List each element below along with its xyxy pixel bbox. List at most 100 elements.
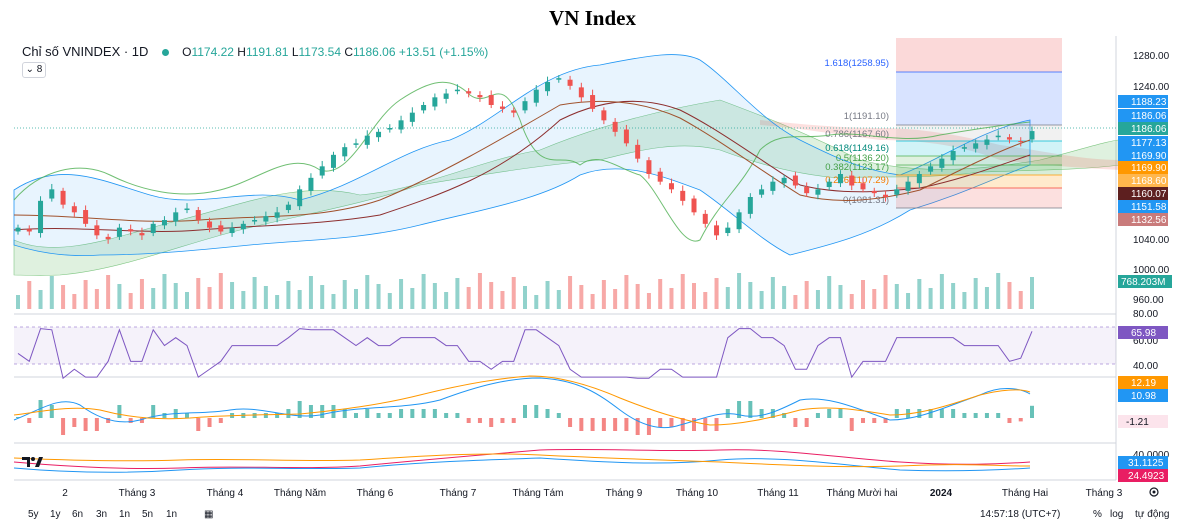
volume-bar	[455, 278, 460, 309]
candle	[263, 211, 269, 226]
price-tag-1168: 1168.60	[1118, 174, 1168, 187]
price-tag-1169-b: 1169.90	[1118, 161, 1168, 174]
volume-bar	[579, 285, 584, 309]
macd-hist-bar	[387, 413, 392, 418]
candle-body	[792, 175, 798, 186]
macd-hist-bar	[331, 405, 336, 418]
candle-body	[26, 229, 32, 232]
low-label: L	[291, 45, 299, 59]
auto-toggle[interactable]: tự động	[1135, 509, 1170, 520]
log-toggle[interactable]: log	[1110, 509, 1124, 520]
candle-body	[522, 101, 528, 111]
volume-bar	[590, 294, 595, 309]
open-value: 1174.22	[191, 45, 234, 59]
candle	[792, 171, 798, 189]
svg-text:10.98: 10.98	[1131, 391, 1156, 402]
rsi-tick-80: 80.00	[1133, 309, 1158, 320]
candle	[725, 222, 731, 237]
volume-bar	[973, 278, 978, 309]
candle	[432, 93, 438, 111]
candle-body	[950, 151, 956, 161]
range-1n-day[interactable]: 1n	[166, 509, 178, 520]
candle	[522, 97, 528, 114]
candle-body	[736, 212, 742, 230]
candle-body	[883, 194, 889, 197]
range-1y[interactable]: 1y	[50, 509, 61, 520]
percent-toggle[interactable]: %	[1093, 509, 1102, 520]
candle-body	[511, 110, 517, 113]
macd-hist-bar	[308, 405, 313, 418]
candle-body	[49, 189, 55, 199]
candle	[578, 82, 584, 102]
volume-bar	[714, 278, 719, 309]
volume-bar	[185, 292, 189, 309]
candle-body	[635, 144, 641, 159]
macd-hist-bar	[376, 413, 381, 418]
candle	[218, 220, 224, 235]
volume-bar	[928, 288, 933, 309]
volume-bar	[342, 280, 347, 309]
volume-bar	[1018, 291, 1023, 309]
settings-gear-icon[interactable]	[1149, 487, 1159, 497]
macd-hist-bar	[748, 401, 753, 418]
candle	[421, 101, 427, 114]
macd-hist-bar	[61, 418, 66, 435]
range-1n[interactable]: 1n	[119, 509, 131, 520]
candle	[837, 170, 843, 188]
volume-bar	[275, 295, 280, 309]
range-3n[interactable]: 3n	[96, 509, 108, 520]
candle-body	[128, 229, 134, 232]
range-6n[interactable]: 6n	[72, 509, 84, 520]
y-tick-1280: 1280.00	[1133, 51, 1170, 62]
volume-bar	[680, 274, 685, 309]
volume-bar	[196, 278, 201, 309]
candle	[781, 174, 787, 188]
candle-body	[263, 216, 269, 222]
macd-hist-bar	[624, 418, 629, 431]
indicator-toggle-button[interactable]: ⌄ 8	[22, 62, 46, 78]
x-tick-2: Tháng 4	[207, 488, 244, 499]
macd-hist-bar	[951, 409, 956, 418]
dmi-tick-40: 40.0000	[1133, 450, 1170, 461]
range-5y[interactable]: 5y	[28, 509, 39, 520]
svg-text:1132.56: 1132.56	[1131, 215, 1167, 226]
volume-bar	[376, 284, 381, 309]
volume-bar	[1007, 282, 1012, 309]
symbol-name[interactable]: Chỉ số VNINDEX · 1D	[22, 44, 149, 59]
volume-bar	[16, 295, 20, 309]
dmi-blue-line	[13, 457, 1031, 473]
x-tick-4: Tháng 6	[357, 488, 394, 499]
volume-bar	[568, 276, 573, 309]
candle-body	[837, 174, 843, 184]
candle-body	[1006, 137, 1012, 140]
volume-bar	[827, 276, 832, 309]
volume-bar	[218, 273, 223, 309]
candle	[308, 173, 314, 196]
candle	[1006, 134, 1012, 144]
macd-hist-bar	[939, 409, 944, 418]
candle-body	[443, 93, 449, 99]
volume-bar	[207, 287, 212, 309]
macd-hist-bar	[770, 409, 775, 418]
y-tick-1040: 1040.00	[1133, 235, 1170, 246]
candle-body	[38, 200, 44, 234]
macd-hist-bar	[162, 413, 167, 418]
volume-bar	[387, 293, 392, 309]
tradingview-logo-icon[interactable]	[22, 455, 44, 469]
candle-body	[297, 189, 303, 207]
volume-bar	[793, 295, 798, 309]
candle	[161, 216, 167, 230]
macd-hist-bar	[883, 418, 888, 423]
range-5n[interactable]: 5n	[142, 509, 154, 520]
calendar-icon[interactable]: ▦	[204, 509, 214, 520]
fib-zone-0	[896, 188, 1062, 208]
dmi-tag-1: 31.1125	[1118, 456, 1168, 469]
candle-body	[578, 87, 584, 98]
candlestick-series	[15, 75, 1035, 244]
candle	[387, 124, 393, 133]
price-tag-1169-a: 1169.90	[1118, 149, 1168, 162]
candle-body	[252, 220, 258, 222]
candle-body	[71, 206, 77, 213]
candle	[466, 88, 472, 98]
